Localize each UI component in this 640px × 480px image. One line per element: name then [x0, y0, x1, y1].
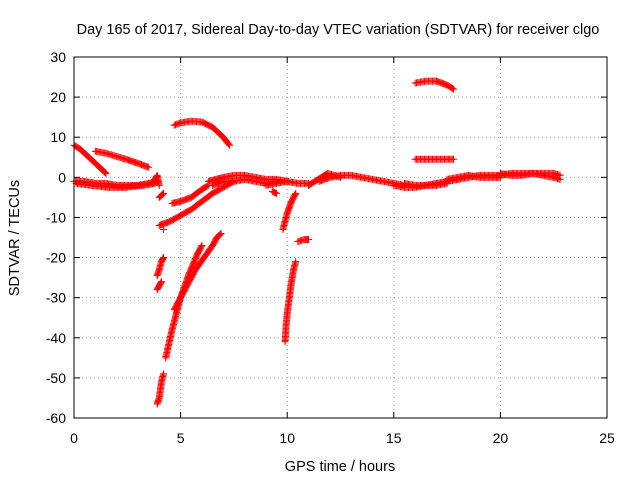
series-sat-arc-6 [155, 189, 168, 201]
data-point [449, 155, 457, 163]
data-point [160, 189, 168, 197]
series-sat-arc-1 [70, 141, 110, 177]
series-sat-arc-7 [155, 177, 238, 229]
data-point [159, 255, 167, 263]
x-tick-label: 0 [70, 430, 78, 446]
series-sat-arc-13 [153, 278, 165, 294]
series-sat-arc-5 [151, 171, 163, 189]
y-tick-label: 0 [58, 169, 66, 185]
data-point [225, 140, 233, 148]
series-sat-arc-9 [168, 181, 212, 207]
series-sat-arc-11 [153, 370, 168, 408]
y-tick-label: 30 [50, 49, 66, 65]
series-sat-arc-31 [496, 169, 564, 179]
series-sat-arc-24 [315, 171, 408, 189]
x-axis-label: GPS time / hours [285, 459, 395, 475]
data-point [448, 84, 456, 92]
tick-labels: 0 5 10 15 20 25 -60 -50 -40 -30 -20 -10 0 10 20 30 [46, 49, 615, 446]
y-tick-label: -10 [46, 209, 66, 225]
data-point [217, 229, 225, 237]
data-point [556, 171, 564, 179]
series-sat-arc-15 [170, 117, 234, 149]
data-point [160, 254, 168, 262]
data-point [305, 236, 313, 244]
data-point [197, 243, 205, 251]
data-points [70, 77, 564, 408]
data-point [292, 189, 300, 197]
y-tick-label: -50 [46, 370, 66, 386]
y-tick-label: 10 [50, 129, 66, 145]
data-point [271, 189, 279, 197]
data-point [198, 242, 206, 250]
data-point [292, 258, 300, 266]
data-point [157, 279, 165, 287]
series-sat-arc-4 [72, 179, 159, 191]
x-tick-label: 20 [493, 430, 509, 446]
y-tick-label: -20 [46, 250, 66, 266]
y-tick-label: -60 [46, 410, 66, 426]
x-tick-label: 5 [177, 430, 185, 446]
series-sat-arc-21 [279, 189, 300, 233]
data-point [203, 182, 211, 190]
series-sat-arc-27 [411, 155, 457, 163]
data-point [145, 163, 153, 171]
data-point [102, 169, 110, 177]
series-sat-arc-18 [268, 187, 281, 197]
data-point [158, 191, 166, 199]
series-sat-arc-22 [294, 236, 313, 246]
series-sat-arc-12 [162, 242, 206, 362]
data-point [449, 85, 457, 93]
y-tick-label: 20 [50, 89, 66, 105]
y-tick-label: -30 [46, 290, 66, 306]
x-tick-label: 25 [599, 430, 615, 446]
chart-title: Day 165 of 2017, Sidereal Day-to-day VTE… [77, 22, 600, 38]
data-point [159, 190, 167, 198]
data-point [100, 168, 108, 176]
data-point [160, 225, 168, 233]
data-point [160, 370, 168, 378]
series-sat-arc-28 [411, 77, 457, 93]
plot-frame [73, 56, 608, 419]
data-point [155, 181, 163, 189]
data-point [215, 231, 223, 239]
series-sat-arc-26 [390, 179, 451, 191]
axis-ticks [73, 56, 608, 419]
series-sat-arc-2 [91, 147, 153, 171]
data-point [216, 230, 224, 238]
data-point [291, 191, 299, 199]
y-tick-label: -40 [46, 330, 66, 346]
data-point [101, 168, 109, 176]
data-point [273, 189, 281, 197]
data-point [226, 141, 234, 149]
x-tick-label: 10 [279, 430, 295, 446]
x-tick-label: 15 [386, 430, 402, 446]
series-sat-arc-14 [153, 254, 168, 280]
data-point [157, 278, 165, 286]
series-sat-arc-20 [281, 258, 300, 346]
series-sat-arc-8 [160, 225, 168, 233]
grid-lines [74, 57, 607, 418]
y-axis-label: SDTVAR / TECUs [7, 180, 23, 296]
